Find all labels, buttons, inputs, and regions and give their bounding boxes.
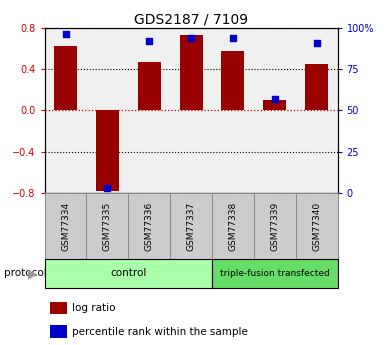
Bar [222, 51, 244, 110]
Text: GSM77334: GSM77334 [61, 201, 70, 250]
FancyBboxPatch shape [128, 193, 170, 259]
FancyBboxPatch shape [212, 259, 338, 288]
Point [104, 186, 111, 191]
Text: control: control [110, 268, 147, 278]
Text: triple-fusion transfected: triple-fusion transfected [220, 269, 330, 278]
Text: GSM77339: GSM77339 [270, 201, 279, 250]
Text: log ratio: log ratio [73, 303, 116, 313]
Point [272, 96, 278, 101]
Point [62, 31, 69, 37]
FancyBboxPatch shape [87, 193, 128, 259]
Bar [50, 302, 67, 314]
FancyBboxPatch shape [296, 193, 338, 259]
Bar [305, 64, 328, 110]
Bar [180, 35, 203, 110]
Bar [50, 325, 67, 337]
Title: GDS2187 / 7109: GDS2187 / 7109 [134, 12, 248, 27]
FancyBboxPatch shape [45, 259, 212, 288]
Point [230, 35, 236, 40]
Text: GSM77338: GSM77338 [229, 201, 237, 250]
Text: GSM77340: GSM77340 [312, 201, 321, 250]
Text: ▶: ▶ [28, 267, 38, 280]
Point [314, 40, 320, 45]
Point [188, 35, 194, 40]
Text: GSM77336: GSM77336 [145, 201, 154, 250]
FancyBboxPatch shape [254, 193, 296, 259]
Bar [54, 46, 77, 110]
Text: GSM77335: GSM77335 [103, 201, 112, 250]
Bar [263, 100, 286, 110]
FancyBboxPatch shape [212, 193, 254, 259]
FancyBboxPatch shape [45, 193, 87, 259]
Text: protocol: protocol [4, 268, 47, 278]
FancyBboxPatch shape [170, 193, 212, 259]
Text: percentile rank within the sample: percentile rank within the sample [73, 327, 248, 336]
Bar [138, 62, 161, 110]
Point [146, 38, 152, 43]
Text: GSM77337: GSM77337 [187, 201, 196, 250]
Bar [96, 110, 119, 191]
